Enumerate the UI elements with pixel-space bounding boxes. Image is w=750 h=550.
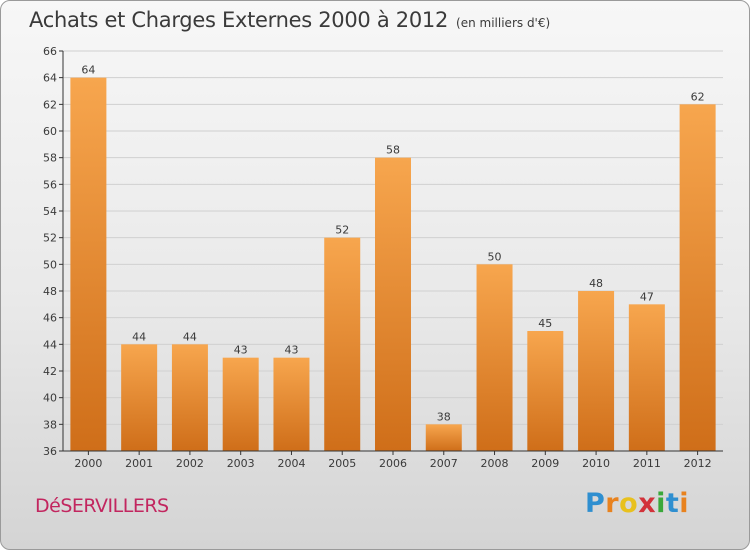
x-tick-label: 2002	[176, 457, 204, 470]
data-label: 62	[691, 90, 705, 103]
x-tick-label: 2006	[379, 457, 407, 470]
chart-title: Achats et Charges Externes 2000 à 2012 (e…	[29, 8, 550, 32]
x-tick-label: 2011	[633, 457, 661, 470]
bar-2003	[222, 357, 259, 451]
bar-2005	[324, 237, 361, 451]
y-tick-label: 52	[43, 232, 57, 245]
bar-2009	[527, 331, 564, 451]
logo-letter: P	[585, 488, 606, 519]
bar-2007	[425, 424, 462, 451]
bar-2012	[679, 104, 716, 451]
y-tick-label: 62	[43, 98, 57, 111]
bars	[70, 77, 716, 452]
data-label: 43	[234, 344, 248, 357]
y-tick-label: 64	[43, 72, 57, 85]
y-tick-label: 38	[43, 418, 57, 431]
x-tick-label: 2008	[481, 457, 509, 470]
y-tick-label: 42	[43, 365, 57, 378]
proxiti-logo[interactable]: Proxiti	[585, 488, 689, 519]
logo-letter: t	[665, 488, 680, 519]
x-tick-label: 2000	[74, 457, 102, 470]
logo-letter: i	[679, 488, 690, 519]
bar-2004	[273, 357, 310, 451]
data-label: 38	[437, 410, 451, 423]
data-label: 44	[132, 330, 146, 343]
logo-letter: o	[619, 488, 639, 519]
y-tick-label: 54	[43, 205, 57, 218]
data-label: 50	[488, 250, 502, 263]
logo-letter: r	[605, 488, 620, 519]
bar-2006	[375, 157, 411, 451]
x-tick-label: 2004	[277, 457, 305, 470]
data-label: 43	[284, 344, 298, 357]
x-tick-label: 2012	[684, 457, 712, 470]
bar-2011	[628, 304, 665, 451]
data-label: 64	[81, 64, 95, 77]
bar-2000	[70, 77, 107, 452]
y-tick-label: 48	[43, 285, 57, 298]
unit-note: (en milliers d'€)	[456, 16, 551, 30]
data-labels: 64 44 44 43 43 52 58 38 50 45 48 47 62	[81, 64, 704, 424]
title-text: Achats et Charges Externes 2000 à 2012	[29, 8, 449, 32]
data-label: 58	[386, 144, 400, 157]
x-tick-label: 2010	[582, 457, 610, 470]
data-label: 48	[589, 277, 603, 290]
x-tick-label: 2003	[227, 457, 255, 470]
y-tick-label: 56	[43, 178, 57, 191]
x-tick-label: 2005	[328, 457, 356, 470]
bar-2008	[476, 264, 513, 451]
y-tick-label: 60	[43, 125, 57, 138]
data-label: 47	[640, 290, 654, 303]
y-tick-label: 66	[43, 45, 57, 58]
bar-2001	[121, 344, 158, 451]
data-label: 52	[335, 224, 349, 237]
axes: 36 38 40 42 44 46 48 50 52 54 56 58 60 62 64 66 2000 2001…	[43, 45, 723, 470]
bar-2002	[171, 344, 208, 451]
commune-name: DéSERVILLERS	[35, 495, 169, 517]
y-tick-label: 40	[43, 392, 57, 405]
bar-2010	[578, 291, 615, 451]
data-label: 45	[538, 317, 552, 330]
y-tick-label: 44	[43, 338, 57, 351]
y-tick-label: 50	[43, 258, 57, 271]
y-tick-label: 46	[43, 312, 57, 325]
y-tick-label: 58	[43, 152, 57, 165]
logo-letter: i	[656, 488, 666, 519]
data-label: 44	[183, 330, 197, 343]
x-tick-label: 2009	[531, 457, 559, 470]
x-tick-label: 2001	[125, 457, 153, 470]
logo-letter: x	[638, 488, 657, 519]
y-tick-label: 36	[43, 445, 57, 458]
x-tick-label: 2007	[430, 457, 458, 470]
